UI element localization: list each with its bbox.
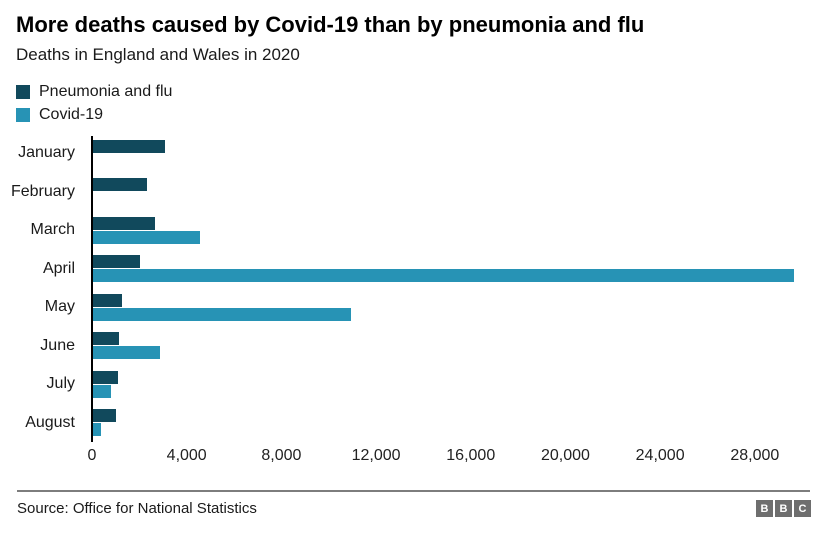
x-tick-label: 8,000 <box>261 447 302 464</box>
x-tick-label: 12,000 <box>351 447 401 464</box>
legend-item-covid: Covid-19 <box>16 106 809 124</box>
pneumonia-flu-bar <box>93 409 116 423</box>
covid-bar <box>93 230 200 244</box>
chart-legend: Pneumonia and flu Covid-19 <box>16 83 809 124</box>
bar-group <box>84 255 825 283</box>
bar-group <box>84 178 825 205</box>
bar-group <box>84 293 825 321</box>
x-tick-label: 4,000 <box>166 447 207 464</box>
month-label: June <box>40 336 75 354</box>
bbc-logo-letter: C <box>794 500 811 517</box>
x-tick-label: 16,000 <box>446 447 496 464</box>
chart-row: June <box>0 327 825 366</box>
pneumonia-flu-bar <box>93 216 156 230</box>
chart-footer: Source: Office for National Statistics B… <box>0 492 825 517</box>
chart-row: March <box>0 211 825 250</box>
chart-subtitle: Deaths in England and Wales in 2020 <box>16 45 300 64</box>
pneumonia-flu-bar <box>93 255 140 269</box>
bar-group <box>84 332 825 360</box>
chart-row: May <box>0 288 825 327</box>
bar-group <box>84 216 825 244</box>
month-label: March <box>30 221 75 239</box>
covid-bar <box>93 346 161 360</box>
pneumonia-swatch-icon <box>16 85 30 99</box>
chart-rows: January February March April May June July Augu… <box>0 134 825 442</box>
month-label: January <box>18 144 75 162</box>
bar-chart: January February March April May June July Augu… <box>0 134 825 442</box>
x-tick-label: 0 <box>87 447 97 464</box>
x-tick-label: 20,000 <box>540 447 590 464</box>
pneumonia-flu-bar <box>93 178 147 192</box>
month-label: April <box>42 259 75 277</box>
source-text: Source: Office for National Statistics <box>17 500 257 517</box>
bbc-logo: B B C <box>756 500 811 517</box>
month-label: July <box>46 375 75 393</box>
pneumonia-flu-bar <box>93 332 120 346</box>
legend-label: Pneumonia and flu <box>39 83 173 100</box>
covid-swatch-icon <box>16 108 30 122</box>
covid-bar <box>93 384 112 398</box>
x-tick-label: 28,000 <box>730 447 780 464</box>
pneumonia-flu-bar <box>93 139 165 153</box>
legend-item-pneumonia: Pneumonia and flu <box>16 83 809 101</box>
pneumonia-flu-bar <box>93 370 119 384</box>
month-label: August <box>25 413 75 431</box>
chart-row: February <box>0 173 825 212</box>
bar-group <box>84 370 825 398</box>
month-label: May <box>44 298 75 316</box>
chart-title: More deaths caused by Covid-19 than by p… <box>16 12 645 37</box>
chart-row: July <box>0 365 825 404</box>
bbc-logo-letter: B <box>756 500 773 517</box>
covid-bar <box>93 269 794 283</box>
chart-row: August <box>0 404 825 443</box>
legend-label: Covid-19 <box>39 106 104 123</box>
x-tick-label: 24,000 <box>635 447 685 464</box>
month-label: February <box>10 182 75 200</box>
x-axis-tick-labels: 0 4,000 8,000 12,000 16,000 20,000 24,000 28,00… <box>88 442 814 468</box>
y-axis-line <box>91 136 93 442</box>
pneumonia-flu-bar <box>93 293 122 307</box>
bar-group <box>84 139 825 167</box>
covid-bar <box>93 307 351 321</box>
footer-divider <box>17 490 810 492</box>
chart-header: More deaths caused by Covid-19 than by p… <box>0 0 825 65</box>
covid-bar <box>93 423 102 437</box>
chart-row: April <box>0 250 825 289</box>
bar-group <box>84 409 825 437</box>
bbc-logo-letter: B <box>775 500 792 517</box>
chart-row: January <box>0 134 825 173</box>
